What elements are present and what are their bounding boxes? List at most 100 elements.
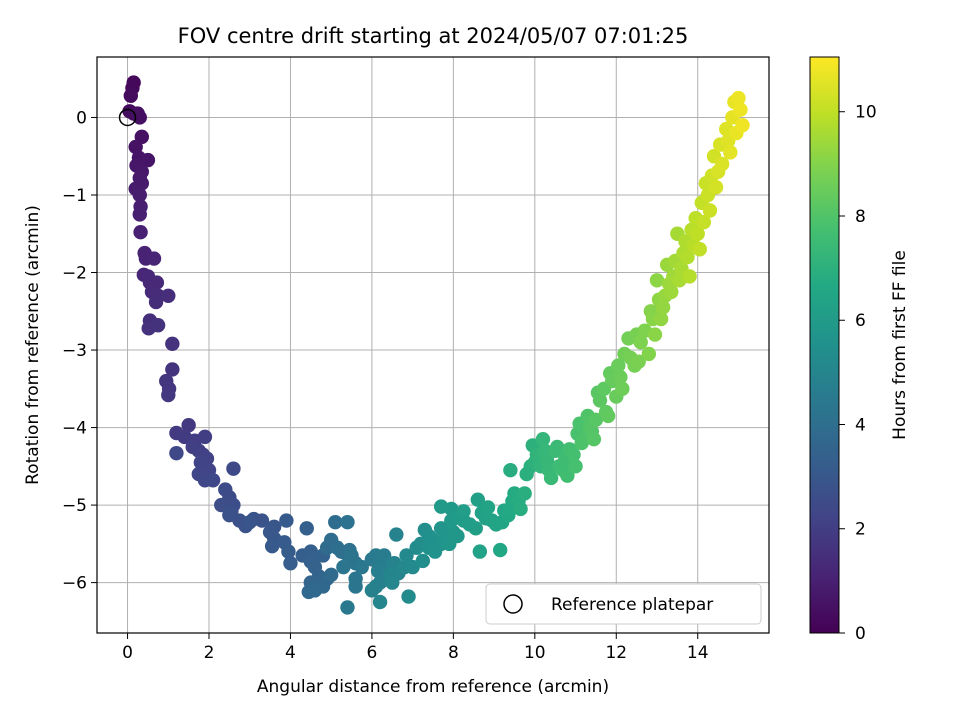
data-point xyxy=(226,461,241,476)
y-tick-label: −1 xyxy=(62,186,87,206)
data-point xyxy=(692,242,707,257)
data-point xyxy=(336,559,351,575)
y-axis-label: Rotation from reference (arcmin) xyxy=(23,205,43,485)
colorbar xyxy=(809,56,840,634)
data-point xyxy=(566,447,581,462)
colorbar-ticks: 0 2 4 6 8 10 xyxy=(839,103,877,644)
x-tick-label: 8 xyxy=(448,643,459,663)
data-point xyxy=(723,145,738,160)
data-point xyxy=(132,110,147,125)
data-point xyxy=(165,336,180,352)
data-point xyxy=(615,381,630,397)
data-point xyxy=(517,486,532,501)
data-point xyxy=(242,514,257,530)
data-point xyxy=(385,575,400,590)
data-point xyxy=(148,294,164,310)
colorbar-tick-label: 8 xyxy=(855,207,866,227)
data-point xyxy=(493,542,508,558)
data-point xyxy=(133,225,148,240)
data-point xyxy=(733,102,748,117)
data-point xyxy=(543,470,559,486)
y-axis-ticks: 0 −1 −2 −3 −4 −5 −6 xyxy=(62,108,97,594)
legend: Reference platepar xyxy=(485,583,762,625)
data-point xyxy=(146,251,162,266)
colorbar-tick-label: 10 xyxy=(855,103,877,123)
y-tick-label: −4 xyxy=(62,419,87,439)
x-tick-label: 10 xyxy=(524,643,546,663)
chart-title: FOV centre drift starting at 2024/05/07 … xyxy=(178,24,689,48)
data-point xyxy=(631,354,646,369)
data-point xyxy=(633,335,648,350)
y-tick-label: −5 xyxy=(62,496,87,516)
data-point xyxy=(399,548,414,563)
data-point xyxy=(653,311,669,327)
data-point xyxy=(450,528,465,544)
data-point xyxy=(132,187,147,203)
data-point xyxy=(328,514,343,530)
data-point xyxy=(641,346,657,362)
data-point xyxy=(588,412,604,428)
data-point xyxy=(283,556,298,571)
colorbar-tick-label: 2 xyxy=(855,520,866,540)
colorbar-label: Hours from first FF file xyxy=(890,250,910,440)
legend-marker xyxy=(503,594,523,614)
colorbar-tick-label: 0 xyxy=(855,624,866,644)
y-tick-label: −3 xyxy=(62,341,87,361)
data-point xyxy=(611,358,626,373)
data-point xyxy=(592,393,608,408)
plot-frame xyxy=(96,56,770,634)
data-point xyxy=(169,445,184,461)
data-point xyxy=(303,544,319,559)
legend-label: Reference platepar xyxy=(551,595,713,615)
data-point xyxy=(613,369,628,385)
data-point xyxy=(664,284,679,300)
data-point xyxy=(264,538,280,554)
data-point xyxy=(299,521,314,536)
data-point xyxy=(655,300,671,315)
data-point xyxy=(281,544,296,559)
data-point xyxy=(140,152,156,168)
data-point xyxy=(503,463,518,478)
data-point xyxy=(340,600,355,615)
data-point xyxy=(735,118,750,133)
data-point xyxy=(560,468,575,483)
data-point xyxy=(535,431,551,447)
grid-lines xyxy=(97,57,769,633)
data-point xyxy=(682,269,697,284)
data-point xyxy=(389,527,404,542)
colorbar-tick-label: 6 xyxy=(855,311,866,331)
data-point xyxy=(161,387,176,403)
data-point xyxy=(376,548,392,563)
data-point xyxy=(714,156,730,172)
y-tick-label: 0 xyxy=(76,108,87,128)
data-point xyxy=(696,214,712,230)
y-tick-label: −6 xyxy=(62,574,87,594)
data-point xyxy=(181,418,196,433)
reference-point-marker xyxy=(118,108,137,127)
colorbar-tick-label: 4 xyxy=(855,415,866,435)
data-point xyxy=(307,583,323,598)
data-point xyxy=(279,513,294,528)
data-point xyxy=(702,203,718,218)
data-point xyxy=(372,594,388,610)
data-point xyxy=(456,504,471,519)
data-point xyxy=(340,514,355,530)
data-point xyxy=(568,459,583,474)
legend-box xyxy=(485,583,762,625)
data-point xyxy=(649,273,665,288)
data-point xyxy=(348,579,363,594)
data-point xyxy=(600,408,616,424)
data-point xyxy=(731,90,746,106)
x-axis-ticks: 0 2 4 6 8 10 12 14 xyxy=(122,633,709,663)
data-point xyxy=(254,513,270,528)
data-point xyxy=(647,327,663,342)
data-point xyxy=(123,88,139,103)
scatter-points xyxy=(122,75,750,615)
data-point xyxy=(161,288,176,303)
data-point xyxy=(415,553,431,569)
data-point xyxy=(401,589,416,604)
data-point xyxy=(586,431,602,447)
data-point xyxy=(708,180,724,195)
data-point xyxy=(680,249,695,265)
